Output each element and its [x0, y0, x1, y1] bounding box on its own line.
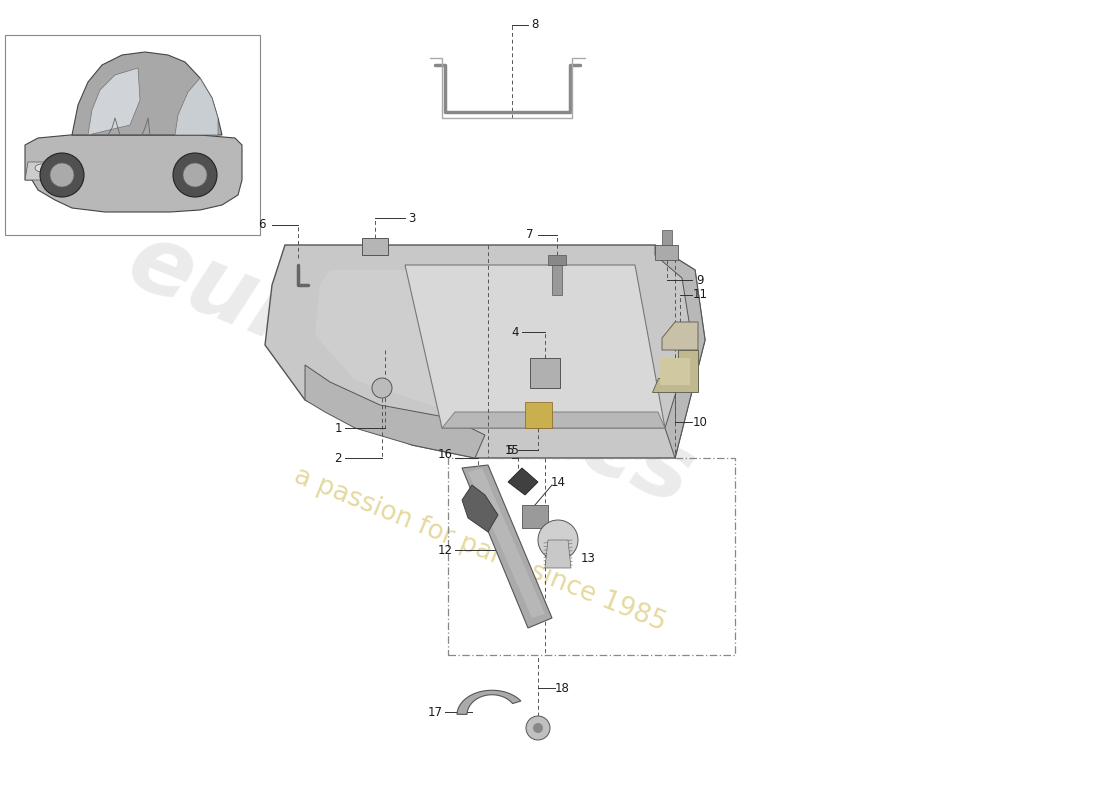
- Polygon shape: [552, 265, 562, 295]
- Polygon shape: [548, 255, 566, 265]
- Circle shape: [538, 520, 578, 560]
- Text: 17: 17: [428, 706, 442, 718]
- Text: 8: 8: [531, 18, 539, 31]
- Polygon shape: [522, 505, 548, 528]
- Polygon shape: [362, 238, 388, 255]
- Text: a passion for parts since 1985: a passion for parts since 1985: [290, 463, 670, 637]
- Polygon shape: [462, 465, 552, 628]
- Polygon shape: [25, 162, 50, 180]
- Text: 15: 15: [505, 443, 519, 457]
- Polygon shape: [525, 402, 552, 428]
- Text: 11: 11: [693, 289, 707, 302]
- Polygon shape: [405, 265, 666, 428]
- Polygon shape: [25, 135, 242, 212]
- Text: 14: 14: [550, 475, 565, 489]
- Bar: [448, 458, 735, 655]
- Polygon shape: [175, 78, 218, 135]
- Polygon shape: [456, 690, 521, 714]
- Polygon shape: [544, 540, 571, 568]
- Circle shape: [40, 153, 84, 197]
- Circle shape: [183, 163, 207, 187]
- Text: 1: 1: [334, 422, 342, 434]
- Circle shape: [534, 723, 543, 733]
- Polygon shape: [468, 468, 544, 618]
- Polygon shape: [462, 485, 498, 532]
- Polygon shape: [442, 412, 666, 428]
- Text: 5: 5: [506, 443, 514, 457]
- Text: 4: 4: [512, 326, 519, 338]
- Polygon shape: [660, 358, 690, 385]
- Text: 6: 6: [258, 218, 266, 231]
- Text: 7: 7: [526, 229, 534, 242]
- Text: 3: 3: [408, 211, 416, 225]
- Text: 10: 10: [693, 415, 707, 429]
- Circle shape: [526, 716, 550, 740]
- Polygon shape: [72, 52, 222, 135]
- Text: 18: 18: [554, 682, 570, 694]
- Polygon shape: [654, 245, 678, 260]
- Polygon shape: [305, 365, 485, 458]
- Text: euroSparcs: euroSparcs: [114, 214, 706, 526]
- Text: 13: 13: [581, 551, 595, 565]
- Polygon shape: [530, 358, 560, 388]
- Circle shape: [50, 163, 74, 187]
- Polygon shape: [652, 350, 698, 392]
- Bar: [6, 35, 260, 235]
- Polygon shape: [654, 245, 705, 458]
- Polygon shape: [662, 322, 698, 350]
- Polygon shape: [662, 230, 672, 245]
- Polygon shape: [88, 68, 140, 135]
- Text: 12: 12: [438, 543, 452, 557]
- Polygon shape: [508, 468, 538, 495]
- Circle shape: [173, 153, 217, 197]
- Circle shape: [372, 378, 392, 398]
- Polygon shape: [265, 245, 705, 458]
- Ellipse shape: [35, 164, 50, 172]
- Text: 2: 2: [334, 451, 342, 465]
- Text: 16: 16: [438, 449, 452, 462]
- Text: 9: 9: [696, 274, 704, 286]
- Polygon shape: [315, 270, 645, 415]
